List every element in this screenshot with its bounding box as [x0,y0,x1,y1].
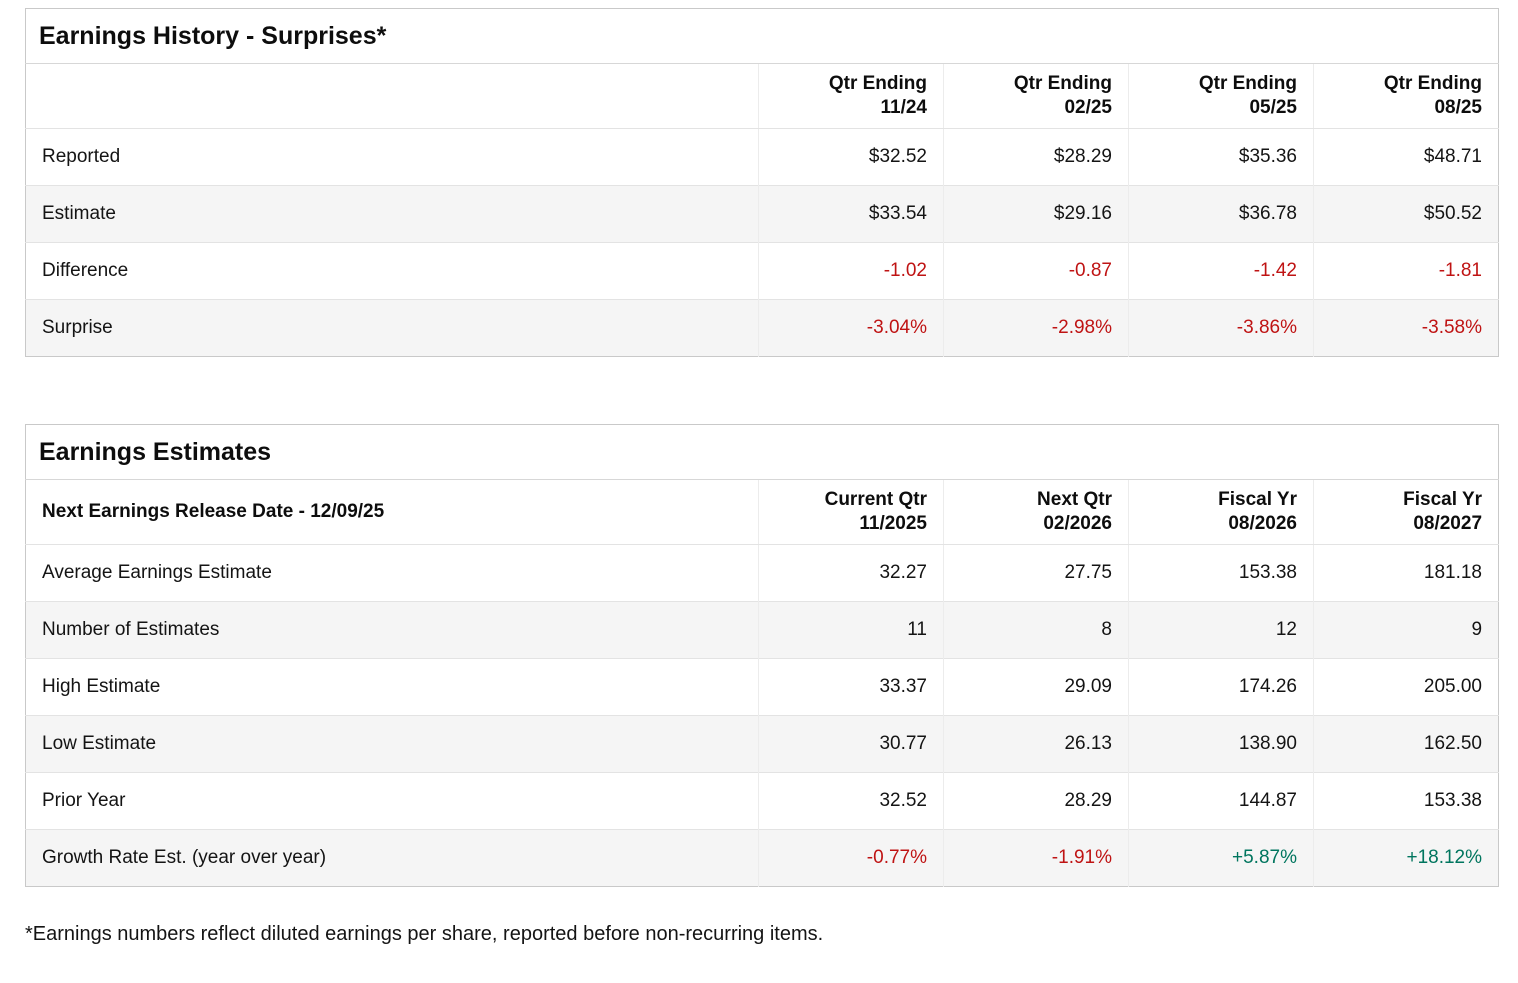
column-header-line2: 02/2026 [1043,513,1112,534]
row-label: Reported [25,128,759,186]
earnings-estimates-table: Earnings Estimates Next Earnings Release… [25,424,1500,887]
table-row-estimate: Estimate $33.54 $29.16 $36.78 $50.52 [25,185,1499,243]
table-cell: $28.29 [943,128,1129,186]
table-cell: 30.77 [758,715,944,773]
table-cell: $32.52 [758,128,944,186]
table-cell: +18.12% [1312,829,1499,887]
column-header-line2: 11/24 [880,97,928,118]
table-cell: $29.16 [943,185,1129,243]
column-header-line1: Qtr Ending [1198,73,1297,94]
table-row-low-estimate: Low Estimate 30.77 26.13 138.90 162.50 [25,715,1499,773]
table-cell: -1.42 [1128,242,1314,300]
table-cell: -3.04% [758,299,944,357]
row-label: Prior Year [25,772,759,830]
table-cell: 162.50 [1312,715,1499,773]
table-cell: 205.00 [1312,658,1499,716]
table-row-reported: Reported $32.52 $28.29 $35.36 $48.71 [25,128,1499,186]
column-header-row: Next Earnings Release Date - 12/09/25 Cu… [25,479,1499,545]
table-cell: -1.02 [758,242,944,300]
row-label: High Estimate [25,658,759,716]
table-cell: 153.38 [1128,544,1314,602]
table-cell: 26.13 [943,715,1129,773]
column-header-fiscal-yr-2: Fiscal Yr 08/2027 [1312,479,1499,545]
table-cell: -3.86% [1128,299,1314,357]
table-title-earnings-estimates: Earnings Estimates [25,424,1499,480]
table-row-average-earnings-estimate: Average Earnings Estimate 32.27 27.75 15… [25,544,1499,602]
table-cell: 8 [943,601,1129,659]
column-header-line1: Current Qtr [824,489,927,510]
column-header-next-qtr: Next Qtr 02/2026 [943,479,1129,545]
column-header-qtr-3: Qtr Ending 05/25 [1128,63,1314,129]
table-row-difference: Difference -1.02 -0.87 -1.42 -1.81 [25,242,1499,300]
table-cell: +5.87% [1128,829,1314,887]
column-header-fiscal-yr-1: Fiscal Yr 08/2026 [1128,479,1314,545]
column-header-line2: 02/25 [1064,97,1112,118]
table-cell: 174.26 [1128,658,1314,716]
column-header-line1: Next Qtr [1037,489,1112,510]
column-header-row: Qtr Ending 11/24 Qtr Ending 02/25 Qtr En… [25,63,1499,129]
column-header-line2: 08/2026 [1228,513,1297,534]
earnings-history-surprises-table: Earnings History - Surprises* Qtr Ending… [25,8,1499,357]
row-label: Number of Estimates [25,601,759,659]
table-cell: 153.38 [1312,772,1499,830]
table-cell: 32.27 [758,544,944,602]
next-earnings-release-date-label: Next Earnings Release Date - 12/09/25 [25,479,759,545]
table-cell: -2.98% [943,299,1129,357]
row-label: Average Earnings Estimate [25,544,759,602]
table-cell: -1.91% [943,829,1129,887]
column-header-line1: Qtr Ending [1383,73,1482,94]
table-title-row: Earnings Estimates [25,424,1499,480]
footnote: *Earnings numbers reflect diluted earnin… [25,923,824,945]
table-cell: 29.09 [943,658,1129,716]
column-header-line1: Fiscal Yr [1403,489,1483,510]
table-cell: $48.71 [1313,128,1499,186]
table-cell: -3.58% [1313,299,1499,357]
row-label: Growth Rate Est. (year over year) [25,829,759,887]
table-cell: 144.87 [1128,772,1314,830]
column-header-line1: Qtr Ending [828,73,927,94]
table-cell: $50.52 [1313,185,1499,243]
column-header-line2: 05/25 [1249,97,1297,118]
table-row-growth-rate-est: Growth Rate Est. (year over year) -0.77%… [25,829,1499,887]
column-header-qtr-1: Qtr Ending 11/24 [758,63,944,129]
table-cell: -1.81 [1313,242,1499,300]
table-cell: 12 [1128,601,1314,659]
table-cell: 11 [758,601,944,659]
table-cell: -0.87 [943,242,1129,300]
table-row-high-estimate: High Estimate 33.37 29.09 174.26 205.00 [25,658,1499,716]
column-header-line2: 08/25 [1434,97,1482,118]
section-spacer [25,357,1498,424]
table-title-row: Earnings History - Surprises* [25,8,1499,64]
column-header-qtr-4: Qtr Ending 08/25 [1313,63,1499,129]
row-label: Low Estimate [25,715,759,773]
table-cell: 28.29 [943,772,1129,830]
corner-cell [25,63,759,129]
table-title-earnings-history-surprises: Earnings History - Surprises* [25,8,1499,64]
table-row-prior-year: Prior Year 32.52 28.29 144.87 153.38 [25,772,1499,830]
table-cell: 32.52 [758,772,944,830]
row-label: Estimate [25,185,759,243]
column-header-qtr-2: Qtr Ending 02/25 [943,63,1129,129]
column-header-line1: Fiscal Yr [1218,489,1297,510]
column-header-line2: 11/2025 [859,513,927,534]
table-cell: -0.77% [758,829,944,887]
table-cell: 27.75 [943,544,1129,602]
column-header-current-qtr: Current Qtr 11/2025 [758,479,944,545]
table-row-number-of-estimates: Number of Estimates 11 8 12 9 [25,601,1499,659]
table-cell: $33.54 [758,185,944,243]
table-cell: $35.36 [1128,128,1314,186]
column-header-line1: Qtr Ending [1013,73,1112,94]
table-cell: 9 [1312,601,1499,659]
table-cell: 181.18 [1312,544,1499,602]
row-label: Difference [25,242,759,300]
column-header-line2: 08/2027 [1413,513,1483,534]
table-cell: 138.90 [1128,715,1314,773]
table-row-surprise: Surprise -3.04% -2.98% -3.86% -3.58% [25,299,1499,357]
table-cell: $36.78 [1128,185,1314,243]
row-label: Surprise [25,299,759,357]
table-cell: 33.37 [758,658,944,716]
